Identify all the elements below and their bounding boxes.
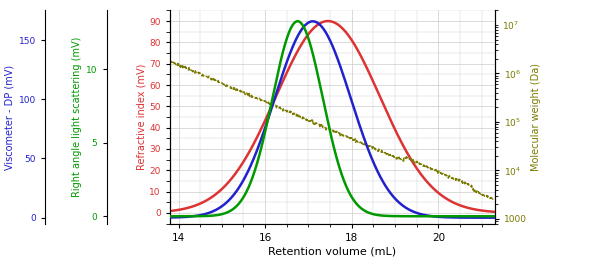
Y-axis label: Right angle light scattering (mV): Right angle light scattering (mV) <box>72 37 82 197</box>
Y-axis label: Molecular weight (Da): Molecular weight (Da) <box>531 63 541 171</box>
X-axis label: Retention volume (mL): Retention volume (mL) <box>268 247 396 257</box>
Y-axis label: Viscometer - DP (mV): Viscometer - DP (mV) <box>4 64 14 170</box>
Y-axis label: Refractive index (mV): Refractive index (mV) <box>136 64 147 170</box>
